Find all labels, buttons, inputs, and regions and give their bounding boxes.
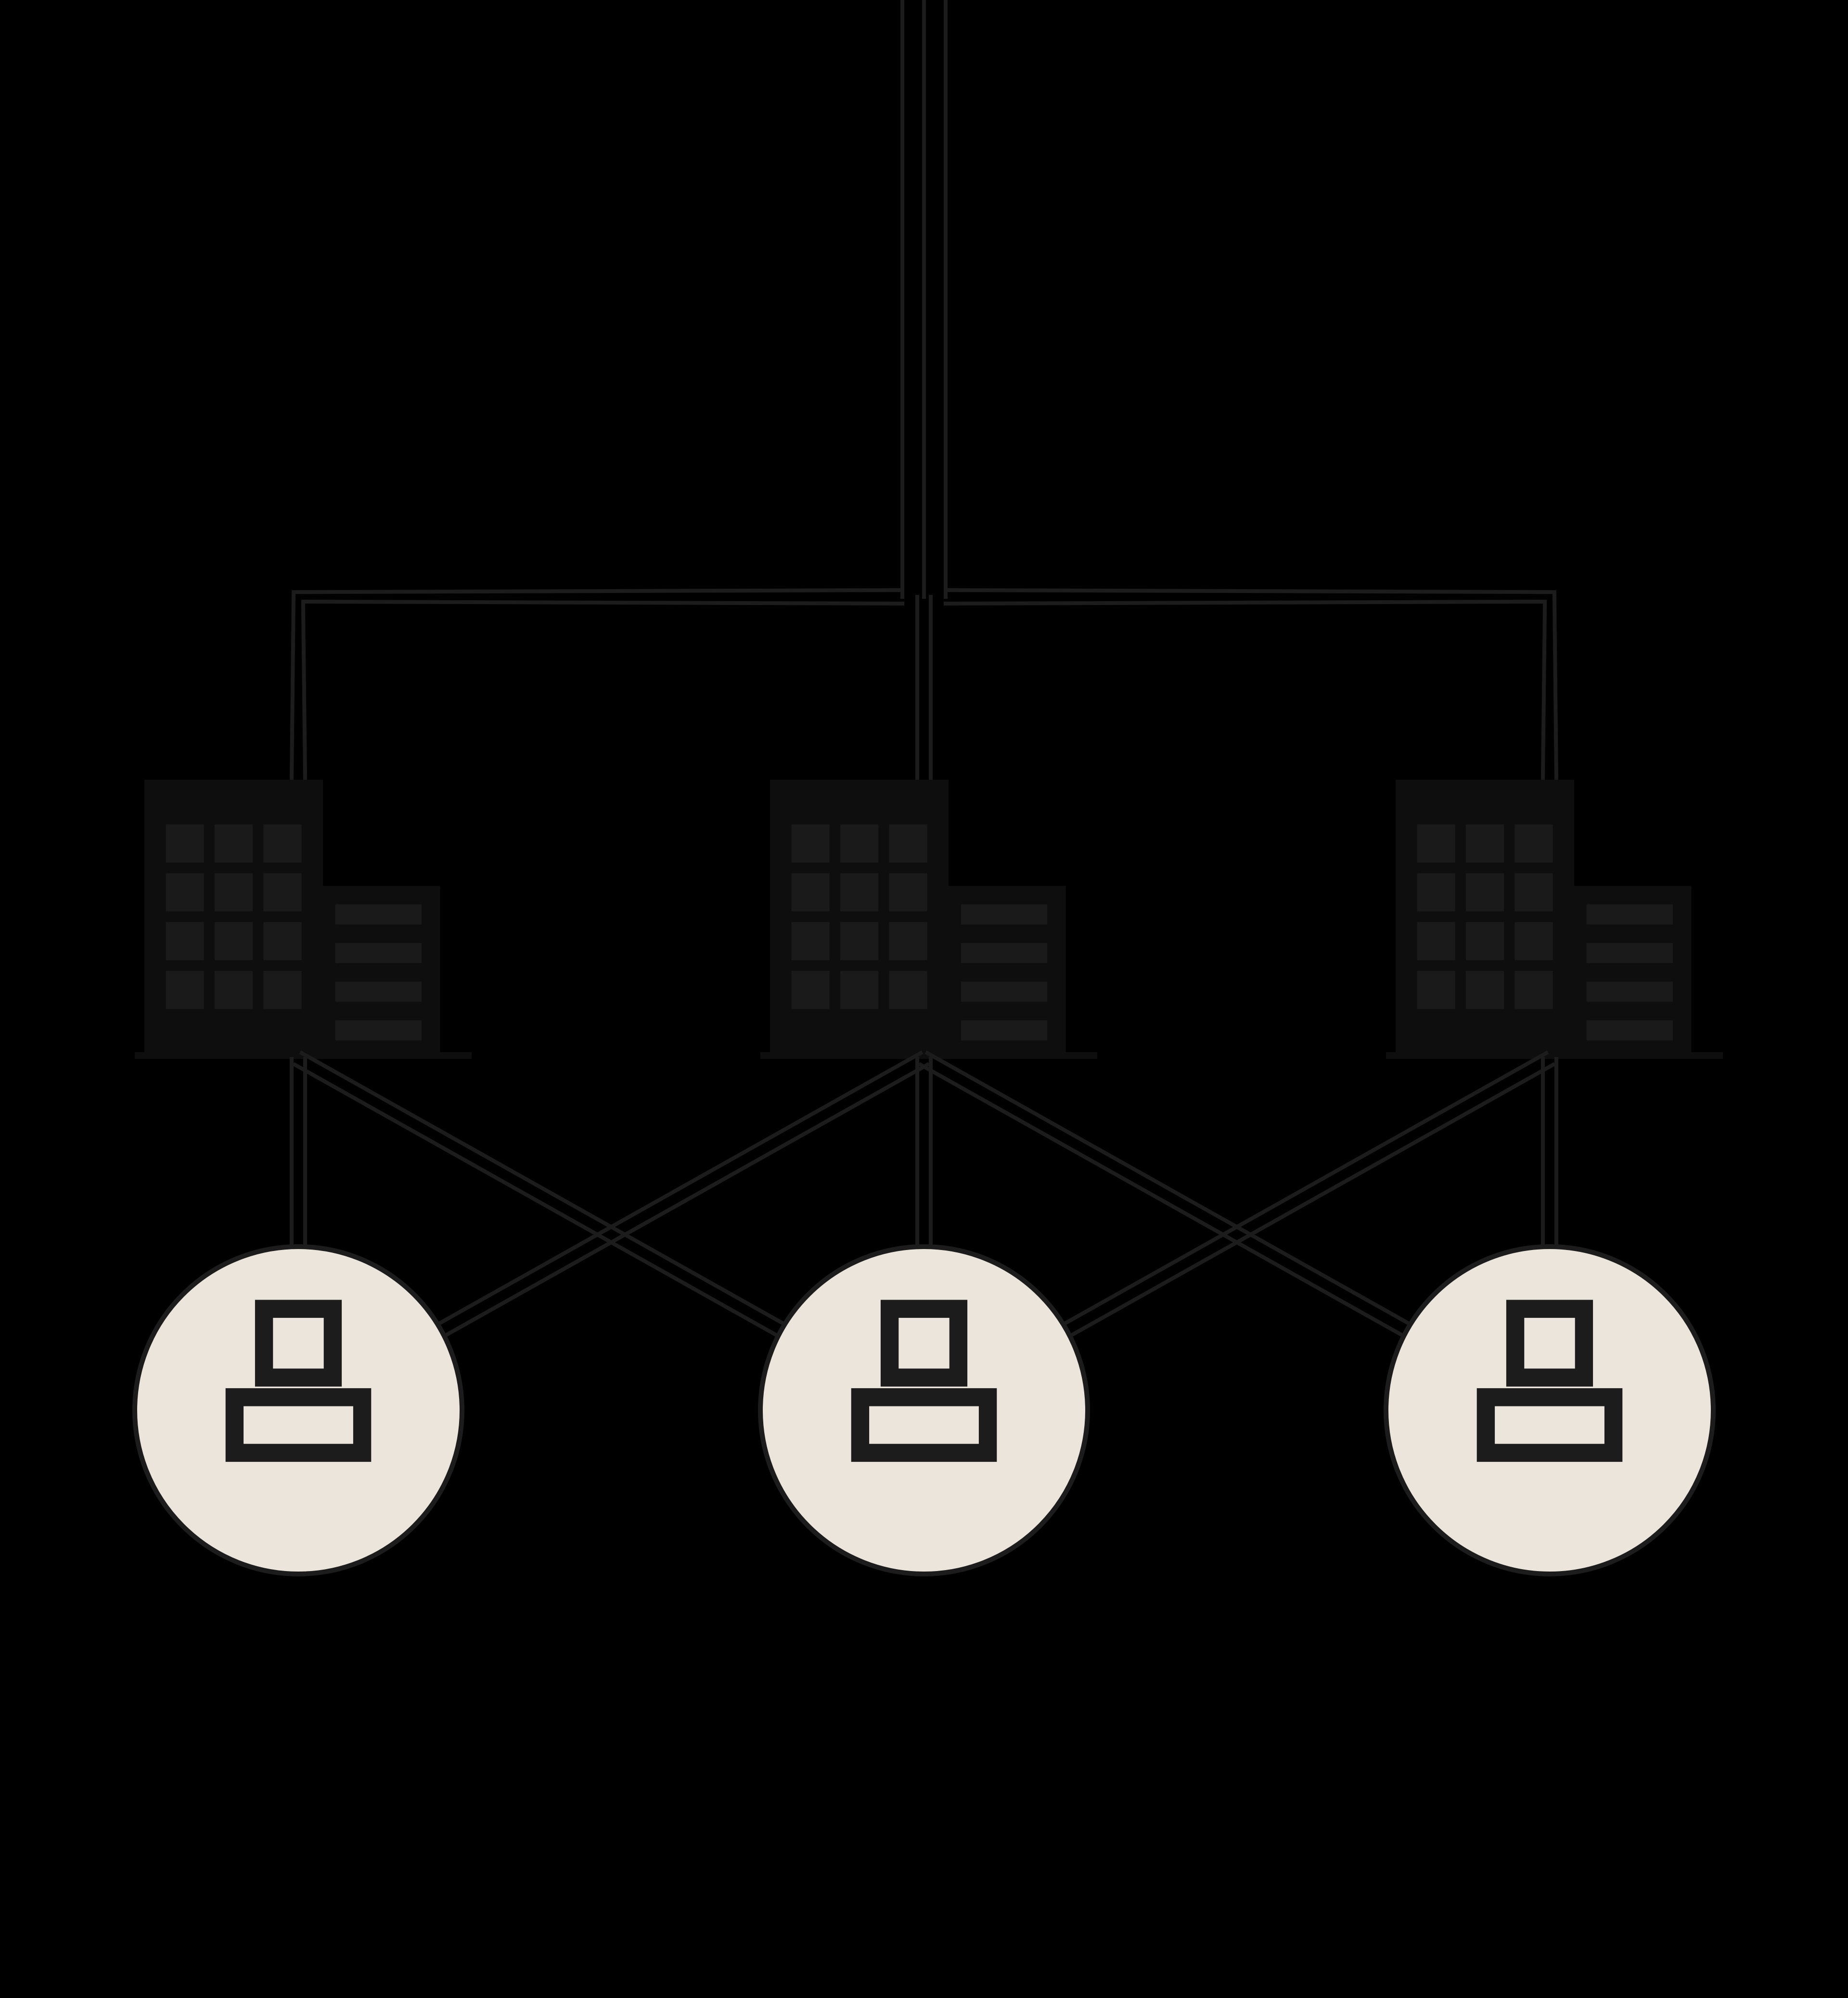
user-node <box>1386 1247 1713 1574</box>
network-diagram <box>0 0 1848 1998</box>
user-node <box>760 1247 1088 1574</box>
user-node <box>135 1247 462 1574</box>
